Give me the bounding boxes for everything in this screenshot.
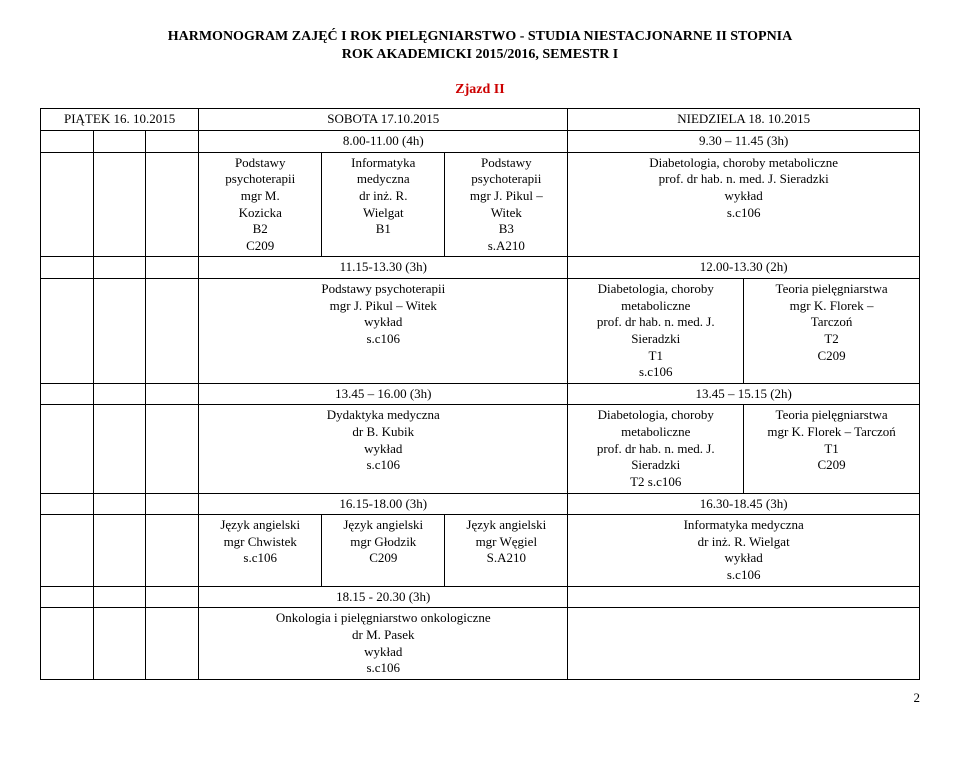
sat-time-1: 8.00-11.00 (4h) [199, 131, 568, 153]
sun-time-3: 13.45 – 15.15 (2h) [568, 383, 920, 405]
page-number: 2 [40, 680, 920, 706]
sun-cell-3a: Diabetologia, chorobymetaboliczneprof. d… [568, 405, 744, 493]
row-days: PIĄTEK 16. 10.2015 SOBOTA 17.10.2015 NIE… [41, 109, 920, 131]
row-time-4: 16.15-18.00 (3h) 16.30-18.45 (3h) [41, 493, 920, 515]
sat-cell-1a: Podstawypsychoterapiimgr M.KozickaB2C209 [199, 152, 322, 257]
sat-cell-1c: Podstawypsychoterapiimgr J. Pikul –Witek… [445, 152, 568, 257]
sat-cell-2: Podstawy psychoterapiimgr J. Pikul – Wit… [199, 279, 568, 384]
row-content-4: Język angielskimgr Chwisteks.c106 Język … [41, 515, 920, 587]
sun-time-4: 16.30-18.45 (3h) [568, 493, 920, 515]
day-friday: PIĄTEK 16. 10.2015 [41, 109, 199, 131]
sat-time-5: 18.15 - 20.30 (3h) [199, 586, 568, 608]
sun-cell-4: Informatyka medycznadr inż. R. Wielgatwy… [568, 515, 920, 587]
session-title: Zjazd II [40, 82, 920, 98]
sun-time-1: 9.30 – 11.45 (3h) [568, 131, 920, 153]
page-header: HARMONOGRAM ZAJĘĆ I ROK PIELĘGNIARSTWO -… [40, 28, 920, 64]
sun-cell-2b: Teoria pielęgniarstwamgr K. Florek –Tarc… [744, 279, 920, 384]
sat-cell-5: Onkologia i pielęgniarstwo onkologiczned… [199, 608, 568, 680]
row-time-5: 18.15 - 20.30 (3h) [41, 586, 920, 608]
sat-cell-4c: Język angielskimgr WęgielS.A210 [445, 515, 568, 587]
sat-time-2: 11.15-13.30 (3h) [199, 257, 568, 279]
row-time-1: 8.00-11.00 (4h) 9.30 – 11.45 (3h) [41, 131, 920, 153]
sat-cell-3: Dydaktyka medycznadr B. Kubikwykłads.c10… [199, 405, 568, 493]
row-content-2: Podstawy psychoterapiimgr J. Pikul – Wit… [41, 279, 920, 384]
sat-time-4: 16.15-18.00 (3h) [199, 493, 568, 515]
row-content-5: Onkologia i pielęgniarstwo onkologiczned… [41, 608, 920, 680]
sat-cell-1b: Informatykamedycznadr inż. R.WielgatB1 [322, 152, 445, 257]
row-time-3: 13.45 – 16.00 (3h) 13.45 – 15.15 (2h) [41, 383, 920, 405]
sat-time-3: 13.45 – 16.00 (3h) [199, 383, 568, 405]
schedule-table: PIĄTEK 16. 10.2015 SOBOTA 17.10.2015 NIE… [40, 108, 920, 679]
sun-cell-2a: Diabetologia, chorobymetaboliczneprof. d… [568, 279, 744, 384]
day-sunday: NIEDZIELA 18. 10.2015 [568, 109, 920, 131]
sun-cell-3b: Teoria pielęgniarstwamgr K. Florek – Tar… [744, 405, 920, 493]
row-content-3: Dydaktyka medycznadr B. Kubikwykłads.c10… [41, 405, 920, 493]
day-saturday: SOBOTA 17.10.2015 [199, 109, 568, 131]
sat-cell-4b: Język angielskimgr GłodzikC209 [322, 515, 445, 587]
header-line1: HARMONOGRAM ZAJĘĆ I ROK PIELĘGNIARSTWO -… [40, 28, 920, 46]
sun-cell-1: Diabetologia, choroby metaboliczneprof. … [568, 152, 920, 257]
row-content-1: Podstawypsychoterapiimgr M.KozickaB2C209… [41, 152, 920, 257]
header-line2: ROK AKADEMICKI 2015/2016, SEMESTR I [40, 46, 920, 64]
row-time-2: 11.15-13.30 (3h) 12.00-13.30 (2h) [41, 257, 920, 279]
sat-cell-4a: Język angielskimgr Chwisteks.c106 [199, 515, 322, 587]
sun-time-2: 12.00-13.30 (2h) [568, 257, 920, 279]
